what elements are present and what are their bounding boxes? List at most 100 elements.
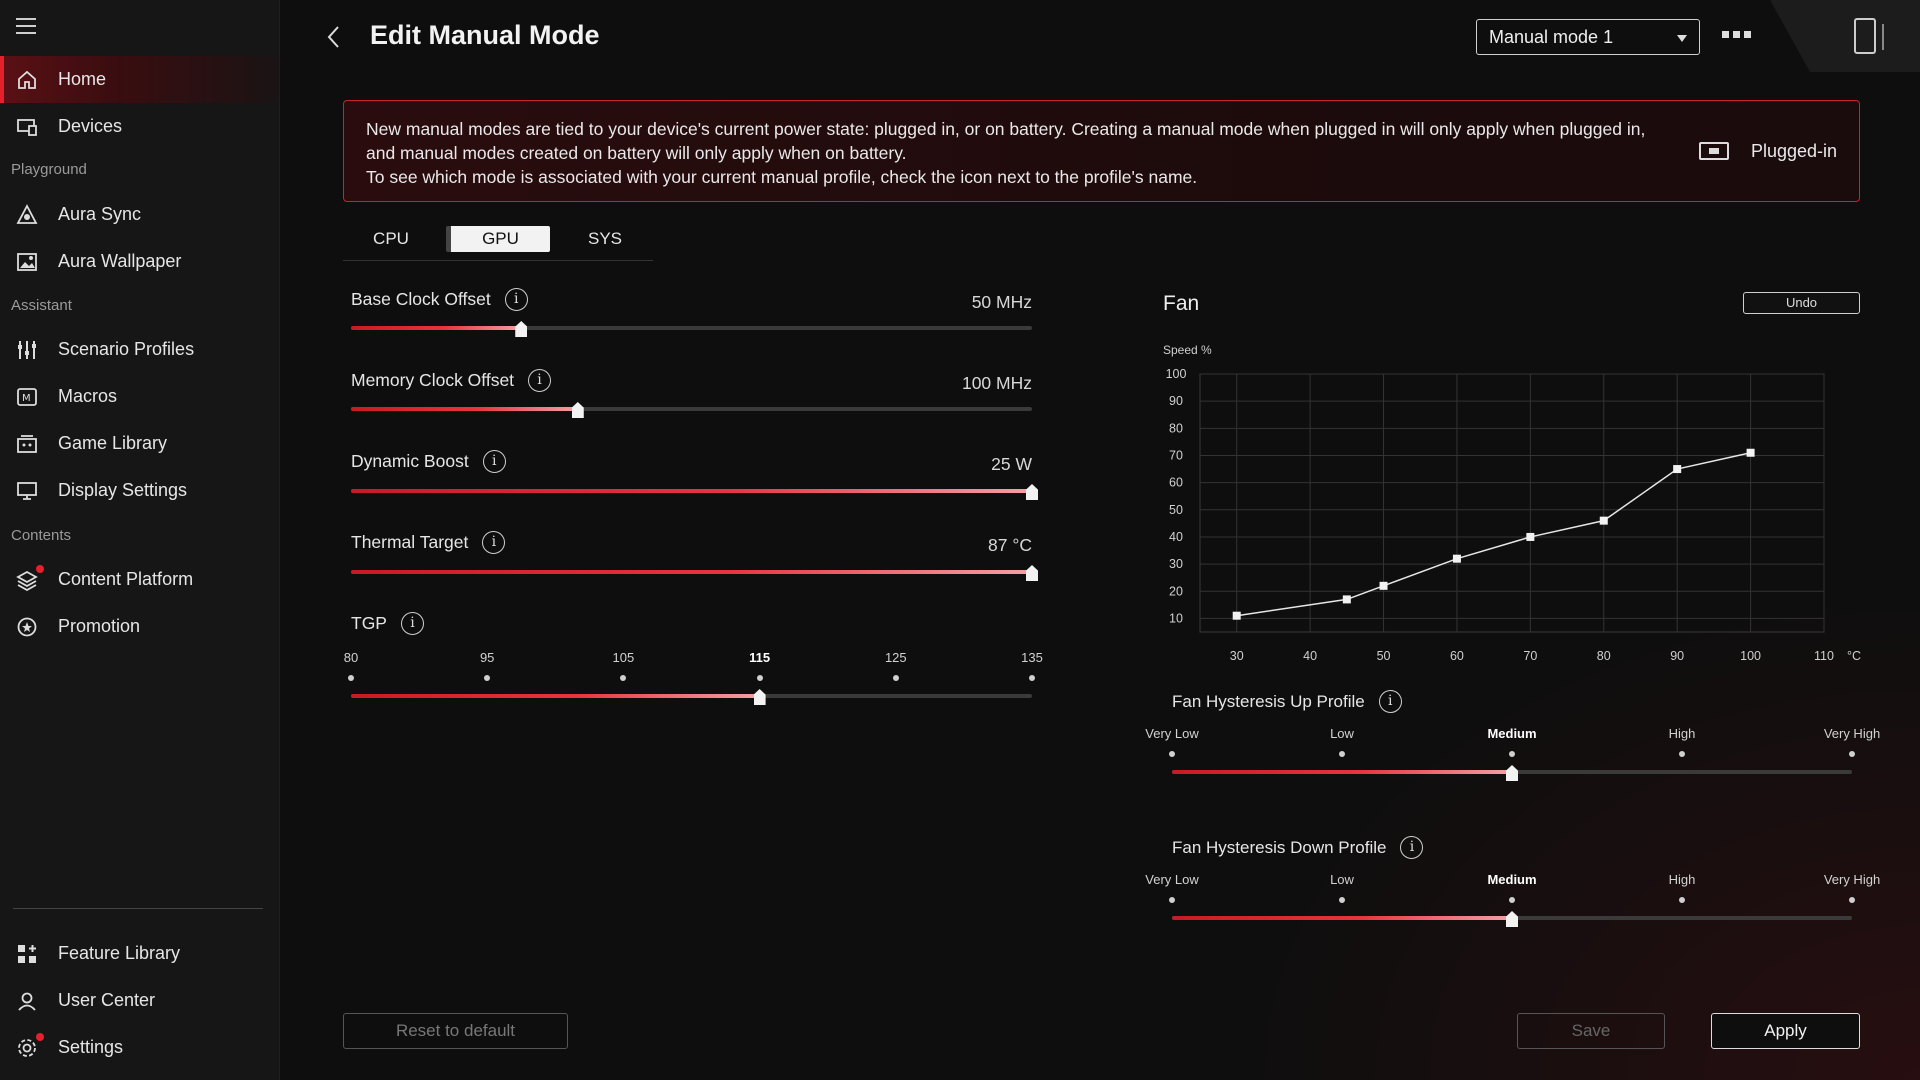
fan-curve-point[interactable]: [1379, 581, 1388, 590]
hyst-up-tick-dot[interactable]: [1509, 751, 1515, 757]
sidebar-item-macros[interactable]: M Macros: [0, 373, 280, 420]
slider-thumb[interactable]: [1506, 765, 1518, 781]
promotion-icon: [16, 616, 38, 638]
info-icon[interactable]: i: [482, 531, 506, 554]
macros-icon: M: [16, 386, 38, 408]
tgp-tick-dot[interactable]: [1029, 675, 1035, 681]
hyst-down-tick-label: Medium: [1487, 872, 1537, 887]
tab-sys[interactable]: SYS: [587, 229, 623, 248]
memory-clock-slider[interactable]: [351, 402, 1032, 418]
tgp-slider[interactable]: [351, 689, 1032, 705]
user-center-icon: [16, 990, 38, 1012]
info-icon[interactable]: i: [1378, 690, 1402, 713]
section-playground: Playground: [11, 161, 87, 178]
game-library-icon: [16, 433, 38, 455]
sidebar-item-game-library[interactable]: Game Library: [0, 420, 280, 467]
slider-thumb[interactable]: [1026, 484, 1038, 500]
hyst-up-tick-dot[interactable]: [1169, 751, 1175, 757]
thermal-target-slider[interactable]: [351, 565, 1038, 581]
hyst-down-tick-dot[interactable]: [1849, 897, 1855, 903]
slider-fill: [1172, 770, 1512, 774]
svg-text:M: M: [22, 393, 31, 404]
fan-hysteresis-down-label: Fan Hysteresis Down Profile i: [1172, 836, 1424, 859]
hamburger-menu-icon[interactable]: [16, 18, 36, 36]
tab-cpu[interactable]: CPU: [373, 229, 409, 248]
info-icon[interactable]: i: [528, 369, 552, 392]
sidebar-item-aura-sync[interactable]: Aura Sync: [0, 191, 280, 238]
tab-gpu[interactable]: GPU: [446, 226, 550, 252]
hyst-down-tick-dot[interactable]: [1169, 897, 1175, 903]
fan-curve-point[interactable]: [1342, 595, 1351, 604]
slider-thumb[interactable]: [571, 402, 584, 418]
sidebar-item-scenario-profiles[interactable]: Scenario Profiles: [0, 326, 280, 373]
slider-thumb[interactable]: [515, 321, 528, 337]
x-axis-unit-label: °C: [1847, 649, 1861, 663]
x-tick-label: 40: [1303, 649, 1317, 663]
hyst-down-tick-dot[interactable]: [1339, 897, 1345, 903]
fan-curve-point[interactable]: [1232, 611, 1241, 620]
y-tick-label: 50: [1169, 503, 1183, 517]
tgp-tick-dot[interactable]: [484, 675, 491, 681]
y-tick-label: 80: [1169, 421, 1183, 435]
hyst-up-tick-dot[interactable]: [1339, 751, 1345, 757]
slider-thumb[interactable]: [1026, 565, 1038, 581]
sidebar-item-aura-wallpaper[interactable]: Aura Wallpaper: [0, 238, 280, 285]
base-clock-slider[interactable]: [351, 321, 1032, 337]
tgp-tick-label: 115: [749, 650, 771, 665]
dynamic-boost-slider[interactable]: [351, 484, 1038, 500]
info-icon[interactable]: i: [482, 450, 506, 473]
component-tabs: CPU GPU SYS: [343, 224, 653, 261]
info-icon[interactable]: i: [1400, 836, 1424, 859]
background-glow: [1220, 580, 1920, 1080]
hyst-down-tick-label: Low: [1330, 872, 1354, 887]
notice-line-2: To see which mode is associated with you…: [366, 167, 1198, 187]
slider-thumb[interactable]: [753, 689, 766, 705]
info-icon[interactable]: i: [504, 288, 528, 311]
fan-curve-point[interactable]: [1673, 465, 1682, 474]
sidebar-item-promotion[interactable]: Promotion: [0, 603, 280, 650]
scenario-profiles-icon: [16, 339, 38, 361]
undo-button[interactable]: Undo: [1743, 292, 1860, 314]
device-panel-toggle[interactable]: [1770, 0, 1920, 72]
back-chevron-icon[interactable]: [324, 24, 344, 50]
settings-icon: [16, 1032, 44, 1059]
save-button[interactable]: Save: [1517, 1013, 1665, 1049]
info-icon[interactable]: i: [400, 612, 424, 635]
apply-button[interactable]: Apply: [1711, 1013, 1860, 1049]
reset-to-default-button[interactable]: Reset to default: [343, 1013, 568, 1049]
fan-curve-point[interactable]: [1746, 448, 1755, 457]
tgp-tick-label: 125: [884, 650, 907, 665]
hyst-down-tick-dot[interactable]: [1679, 897, 1685, 903]
sidebar-item-user-center[interactable]: User Center: [0, 977, 280, 1024]
more-options-icon[interactable]: [1722, 31, 1752, 43]
fan-curve-point[interactable]: [1452, 554, 1461, 563]
tgp-tick-dot[interactable]: [756, 675, 763, 681]
section-contents: Contents: [11, 527, 72, 544]
hyst-down-tick-dot[interactable]: [1509, 897, 1515, 903]
tgp-tick-dot[interactable]: [348, 675, 354, 681]
hyst-up-tick-dot[interactable]: [1679, 751, 1685, 757]
fan-curve-chart[interactable]: 30 40 50 60 70 80 90 100 110 10 20 30 40 50 60 70 80 90 10…: [1160, 360, 1870, 670]
fan-curve-point[interactable]: [1599, 516, 1608, 525]
sidebar-item-devices[interactable]: Devices: [0, 103, 280, 150]
fan-hysteresis-up-slider[interactable]: [1172, 765, 1852, 781]
sidebar-item-home[interactable]: Home: [0, 56, 280, 103]
tgp-tick-dot[interactable]: [892, 675, 899, 681]
device-icon[interactable]: [1854, 18, 1876, 54]
tgp-tick-dot[interactable]: [620, 675, 627, 681]
sidebar-item-display-settings[interactable]: Display Settings: [0, 467, 280, 514]
fan-curve-point[interactable]: [1526, 532, 1535, 541]
slider-thumb[interactable]: [1506, 911, 1518, 927]
base-clock-label: Base Clock Offset i: [351, 288, 528, 311]
sidebar-item-content-platform[interactable]: Content Platform: [0, 556, 280, 603]
hyst-up-tick-dot[interactable]: [1849, 751, 1855, 757]
dynamic-boost-label: Dynamic Boost i: [351, 450, 506, 473]
sidebar: Home Devices Playground Aura Sync Aura W…: [0, 0, 280, 1080]
fan-hysteresis-down-slider[interactable]: [1172, 911, 1852, 927]
sidebar-item-settings[interactable]: Settings: [0, 1024, 280, 1071]
x-tick-label: 100: [1740, 649, 1761, 663]
sidebar-item-feature-library[interactable]: Feature Library: [0, 930, 280, 977]
x-tick-label: 50: [1377, 649, 1391, 663]
manual-mode-select[interactable]: Manual mode 1: [1476, 19, 1700, 55]
slider-fill: [351, 694, 760, 698]
